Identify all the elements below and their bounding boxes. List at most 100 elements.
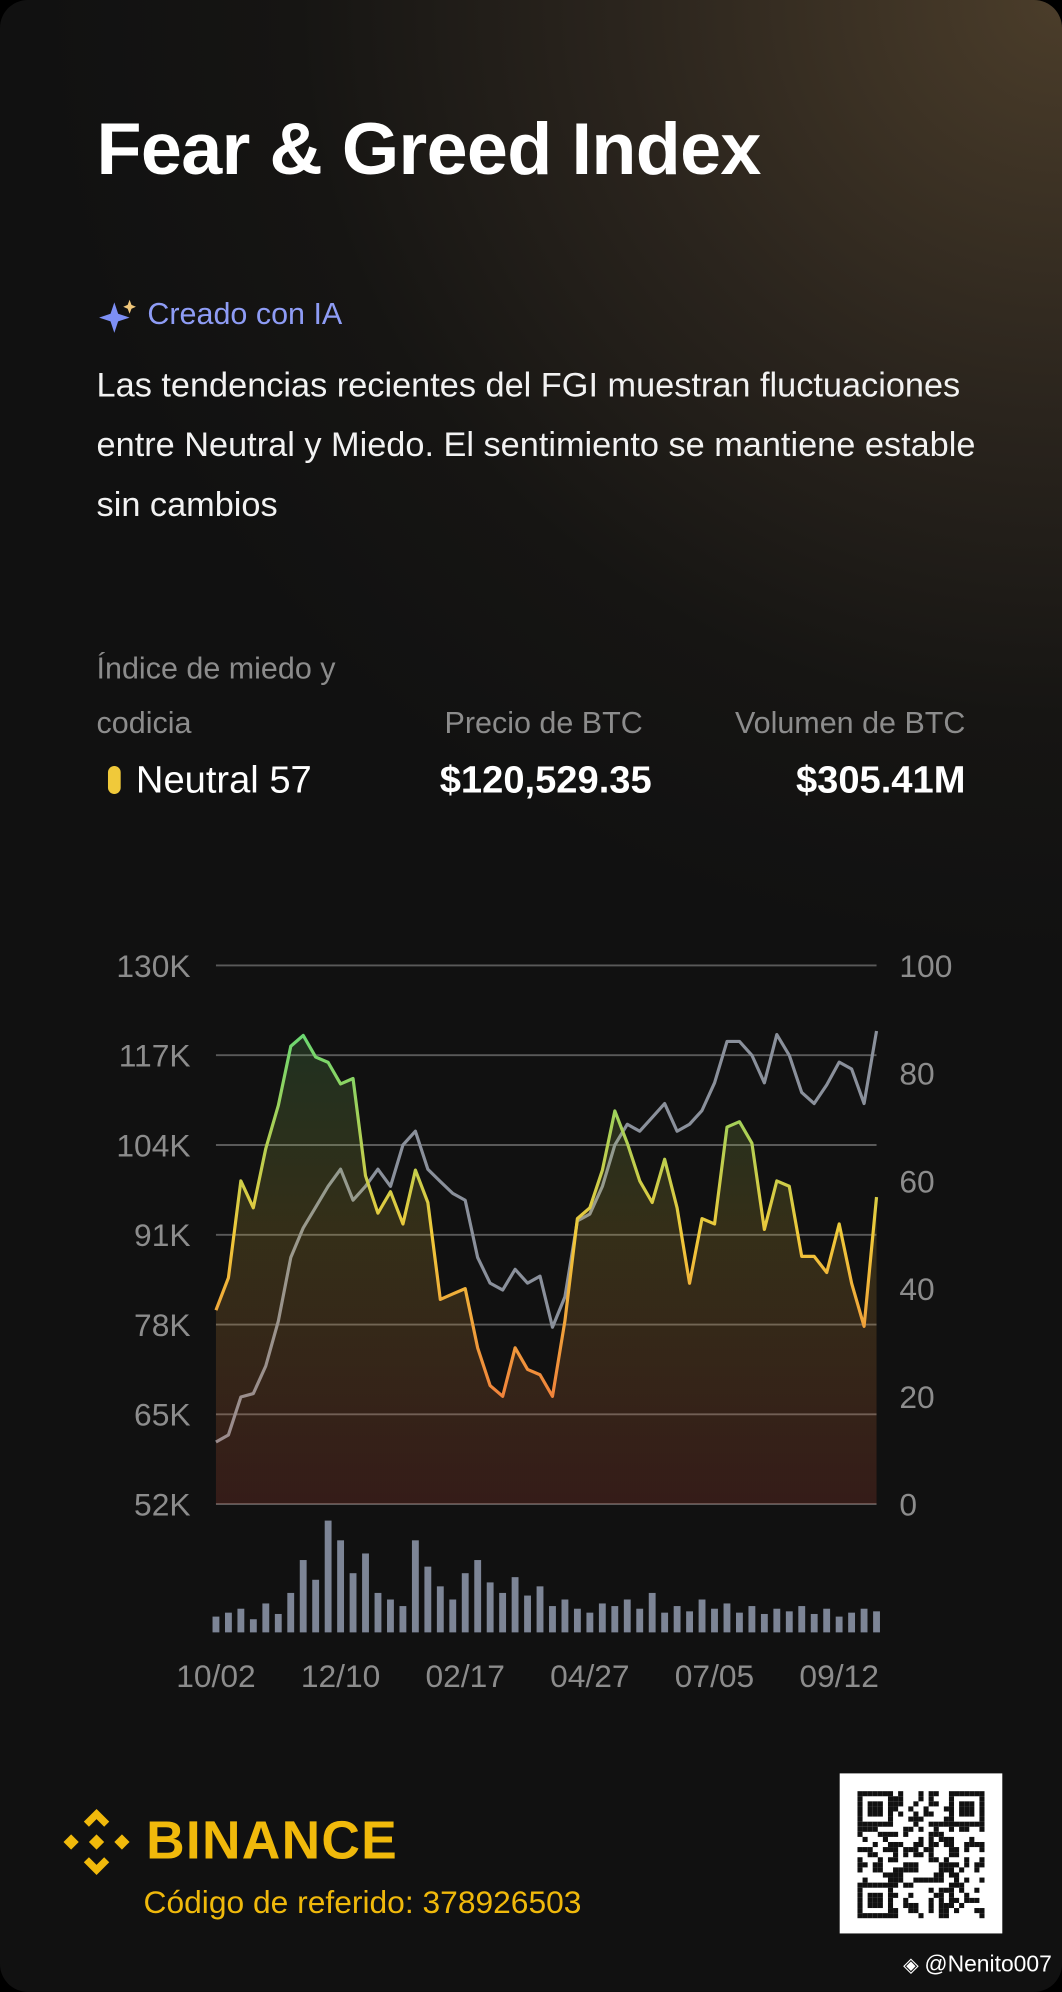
- qr-module: [969, 1811, 975, 1817]
- volume-bar: [387, 1599, 394, 1633]
- qr-module: [943, 1862, 949, 1868]
- qr-module: [954, 1862, 960, 1868]
- stat-value: Neutral 57: [135, 759, 312, 802]
- volume-bar: [312, 1579, 320, 1633]
- qr-module: [877, 1902, 883, 1909]
- qr-module: [872, 1862, 878, 1868]
- qr-module: [913, 1816, 919, 1822]
- qr-module: [948, 1902, 955, 1909]
- qr-module: [928, 1836, 934, 1842]
- stat-label: Precio de BTC: [444, 706, 643, 741]
- qr-module: [948, 1806, 955, 1812]
- qr-module: [862, 1882, 868, 1888]
- qr-module: [913, 1908, 919, 1914]
- y-tick-label: 117K: [119, 1038, 191, 1074]
- volume-bar: [723, 1603, 731, 1633]
- qr-module: [964, 1821, 970, 1827]
- qr-module: [872, 1892, 878, 1898]
- qr-module: [923, 1877, 929, 1883]
- qr-module: [903, 1826, 909, 1832]
- qr-module: [872, 1902, 878, 1909]
- qr-module: [969, 1801, 975, 1807]
- qr-module: [913, 1902, 919, 1909]
- volume-bar: [736, 1612, 743, 1633]
- qr-module: [933, 1857, 939, 1863]
- qr-module: [954, 1852, 960, 1858]
- qr-module: [857, 1821, 863, 1827]
- qr-module: [913, 1862, 919, 1868]
- qr-module: [933, 1791, 939, 1797]
- qr-module: [948, 1887, 955, 1893]
- qr-module: [887, 1801, 894, 1807]
- qr-module: [964, 1841, 970, 1848]
- fgi-area: [215, 1035, 877, 1505]
- qr-module: [954, 1908, 960, 1914]
- fgi-line: [214, 1033, 879, 1398]
- qr-module: [948, 1847, 955, 1853]
- y2-tick-label: 80: [899, 1056, 934, 1092]
- volume-bar: [212, 1616, 220, 1633]
- qr-module: [948, 1897, 955, 1903]
- volume-bar: [374, 1592, 382, 1633]
- qr-module: [882, 1836, 888, 1842]
- qr-module: [948, 1882, 955, 1888]
- qr-module: [928, 1857, 934, 1863]
- qr-module: [948, 1826, 955, 1832]
- volume-bar: [237, 1608, 245, 1633]
- qr-module: [948, 1836, 955, 1842]
- qr-module: [954, 1847, 960, 1853]
- qr-module: [887, 1897, 894, 1903]
- qr-module: [918, 1791, 924, 1797]
- volume-bar: [673, 1606, 681, 1633]
- qr-module: [893, 1801, 899, 1807]
- qr-module: [959, 1902, 965, 1909]
- qr-module: [979, 1877, 985, 1883]
- volume-bar: [860, 1608, 868, 1633]
- qr-module: [877, 1857, 883, 1863]
- qr-module: [887, 1811, 894, 1817]
- volume-bar: [399, 1606, 407, 1633]
- qr-module: [872, 1806, 878, 1812]
- qr-module: [959, 1806, 965, 1812]
- qr-module: [964, 1877, 970, 1883]
- qr-module: [857, 1857, 863, 1863]
- qr-module: [882, 1831, 888, 1837]
- qr-module: [928, 1908, 934, 1914]
- volume-bar: [573, 1608, 581, 1633]
- y2-tick-label: 100: [899, 948, 952, 984]
- qr-module: [882, 1882, 888, 1888]
- qr-module: [867, 1801, 873, 1807]
- qr-module: [887, 1877, 894, 1883]
- qr-module: [933, 1831, 939, 1837]
- qr-module: [974, 1862, 980, 1868]
- qr-module: [954, 1821, 960, 1827]
- qr-module: [867, 1847, 873, 1853]
- qr-module: [959, 1821, 965, 1827]
- qr-module: [974, 1791, 980, 1797]
- qr-module: [887, 1841, 894, 1848]
- qr-module: [913, 1821, 919, 1827]
- qr-module: [979, 1841, 985, 1848]
- qr-module: [893, 1857, 899, 1863]
- qr-module: [857, 1831, 863, 1837]
- qr-module: [872, 1897, 878, 1903]
- qr-module: [938, 1908, 944, 1914]
- referral-code: Código de referido: 378926503: [143, 1885, 582, 1921]
- qr-module: [862, 1821, 868, 1827]
- qr-module: [969, 1806, 975, 1812]
- qr-module: [872, 1867, 878, 1873]
- qr-module: [877, 1892, 883, 1898]
- volume-bar: [486, 1582, 494, 1633]
- qr-module: [933, 1877, 939, 1883]
- qr-module: [857, 1867, 863, 1873]
- qr-module: [887, 1831, 894, 1837]
- qr-module: [979, 1913, 985, 1919]
- qr-module: [893, 1841, 899, 1848]
- qr-code: [839, 1773, 1003, 1934]
- qr-module: [979, 1816, 985, 1822]
- qr-module: [959, 1826, 965, 1832]
- volume-bar: [274, 1613, 282, 1633]
- qr-module: [887, 1796, 894, 1802]
- volume-bar: [224, 1612, 232, 1633]
